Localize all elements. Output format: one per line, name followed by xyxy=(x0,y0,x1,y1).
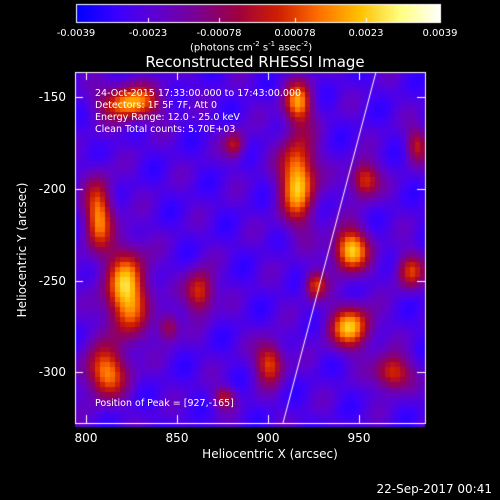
y-tick-label: -250 xyxy=(38,274,66,288)
colorbar-tick-5: 0.0023 xyxy=(348,28,384,39)
colorbar-tick-3: -0.00078 xyxy=(196,28,242,39)
y-tick-label: -200 xyxy=(38,182,66,196)
plot-title: Reconstructed RHESSI Image xyxy=(145,53,365,71)
info-energy-range: Energy Range: 12.0 - 25.0 keV xyxy=(95,112,240,123)
colorbar-tick-1: -0.0039 xyxy=(56,28,96,39)
render-timestamp: 22-Sep-2017 00:41 xyxy=(376,482,492,496)
info-time-range: 24-Oct-2015 17:33:00.000 to 17:43:00.000 xyxy=(95,88,302,99)
y-tick-label: -150 xyxy=(38,90,66,104)
colorbar-tick-4: 0.00078 xyxy=(274,28,316,39)
colorbar-tick-2: -0.0023 xyxy=(128,28,168,39)
x-tick-label: 950 xyxy=(347,431,371,445)
info-detectors: Detectors: 1F 5F 7F, Att 0 xyxy=(95,100,218,111)
info-peak-position: Position of Peak = [927,-165] xyxy=(95,398,234,409)
info-total-counts: Clean Total counts: 5.70E+03 xyxy=(95,124,236,135)
x-tick-label: 900 xyxy=(256,431,280,445)
colorbar-unit-label: (photons cm-2 s-1 asec-2) xyxy=(190,40,313,54)
colorbar-tick-6: 0.0039 xyxy=(422,28,458,39)
x-tick-label: 800 xyxy=(74,431,98,445)
x-tick-label: 850 xyxy=(165,431,189,445)
y-axis-label: Heliocentric Y (arcsec) xyxy=(15,182,29,318)
y-tick-label: -300 xyxy=(38,365,66,379)
x-axis-label: Heliocentric X (arcsec) xyxy=(202,447,338,461)
